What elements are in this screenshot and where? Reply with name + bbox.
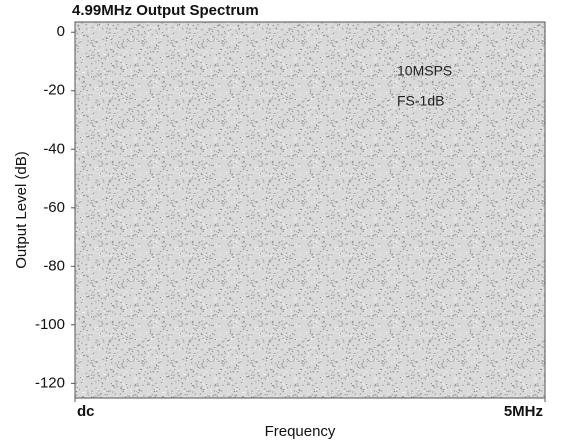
plot-frame	[74, 21, 546, 399]
x-tick-label: dc	[77, 403, 95, 420]
y-tick-label: -80	[43, 257, 65, 274]
plot-texture	[75, 22, 545, 398]
chart-title: 4.99MHz Output Spectrum	[72, 2, 259, 19]
y-tick-label: -100	[35, 316, 65, 333]
annotation: 10MSPS	[397, 63, 452, 79]
y-tick-label: 0	[57, 23, 65, 40]
x-tick-label: 5MHz	[504, 403, 543, 420]
y-tick-label: -120	[35, 374, 65, 391]
x-axis-label: Frequency	[265, 423, 336, 440]
annotation: FS-1dB	[397, 93, 444, 109]
y-tick-label: -40	[43, 140, 65, 157]
y-tick-label: -60	[43, 199, 65, 216]
y-tick-label: -20	[43, 82, 65, 99]
y-axis-label: Output Level (dB)	[13, 151, 30, 269]
